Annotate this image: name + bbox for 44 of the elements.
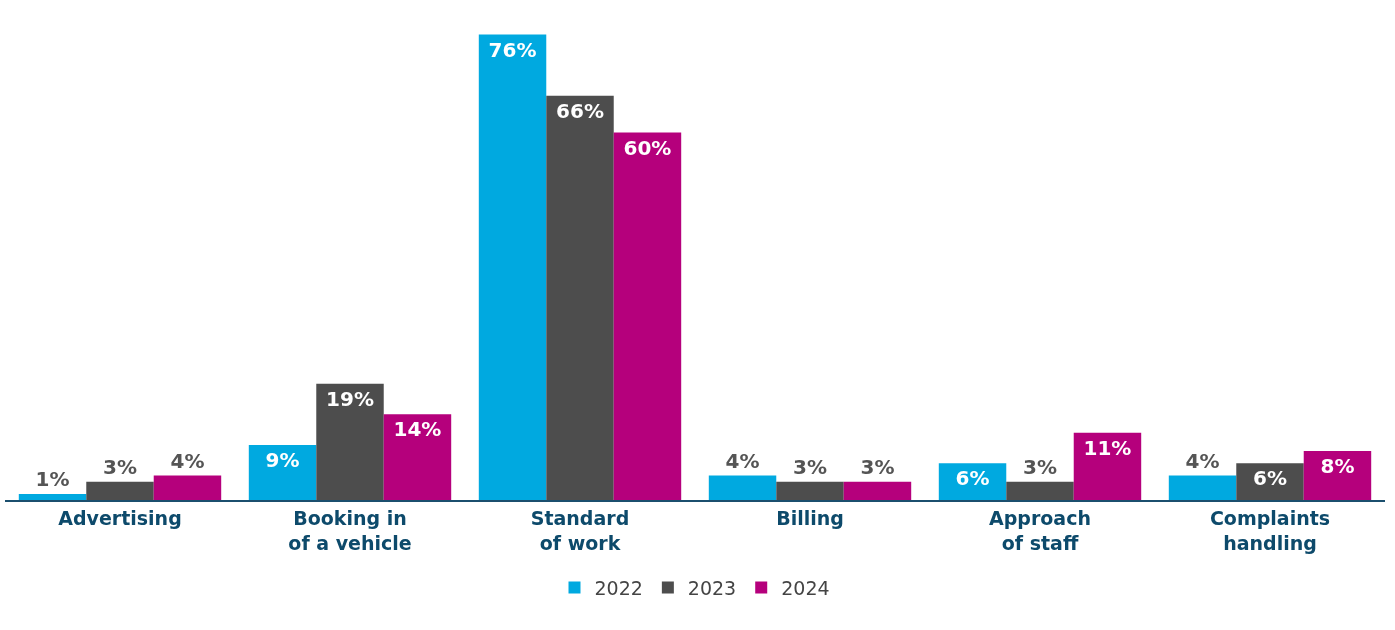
data-label: 6%: [1253, 466, 1287, 491]
bar: [776, 481, 844, 500]
data-label: 6%: [955, 466, 990, 491]
bar: [248, 444, 317, 500]
data-label: 19%: [326, 386, 374, 411]
legend-label: 2024: [781, 576, 830, 599]
x-tick-label: Approach of staff: [989, 506, 1091, 554]
bar: [316, 383, 384, 500]
bar: [613, 132, 682, 500]
x-tick-label: Booking in of a vehicle: [288, 506, 412, 554]
bar: [1236, 463, 1304, 500]
data-label: 4%: [1185, 448, 1220, 473]
bar: [383, 414, 452, 500]
x-tick-label: Advertising: [58, 506, 182, 529]
bar: [1168, 475, 1237, 500]
bar: [546, 95, 614, 500]
x-tick-label: Billing: [776, 506, 844, 529]
data-label: 4%: [170, 448, 205, 473]
data-label: 11%: [1083, 435, 1132, 460]
bar: [708, 475, 777, 500]
bar: [18, 493, 87, 500]
bar: [1303, 451, 1372, 500]
legend-label: 2022: [594, 576, 643, 599]
data-label: 14%: [393, 417, 442, 442]
data-label: 76%: [488, 37, 537, 62]
data-label: 9%: [265, 447, 300, 472]
data-label: 4%: [725, 448, 760, 473]
bar: [1073, 432, 1142, 500]
data-label: 3%: [860, 454, 895, 479]
data-label: 8%: [1320, 454, 1355, 478]
bar: [86, 481, 154, 500]
data-label: 60%: [623, 135, 672, 160]
x-tick-label: Complaints handling: [1209, 506, 1331, 554]
data-label: 3%: [103, 454, 137, 479]
bar: [843, 481, 912, 500]
data-label: 3%: [1023, 454, 1057, 479]
data-label: 1%: [35, 466, 70, 491]
x-tick-label: Standard of work: [530, 506, 630, 554]
bar: [478, 34, 547, 500]
bar: [1006, 481, 1074, 500]
data-label: 66%: [556, 98, 604, 123]
data-label: 3%: [793, 454, 827, 479]
legend-label: 2023: [687, 576, 737, 599]
bar: [153, 475, 222, 500]
